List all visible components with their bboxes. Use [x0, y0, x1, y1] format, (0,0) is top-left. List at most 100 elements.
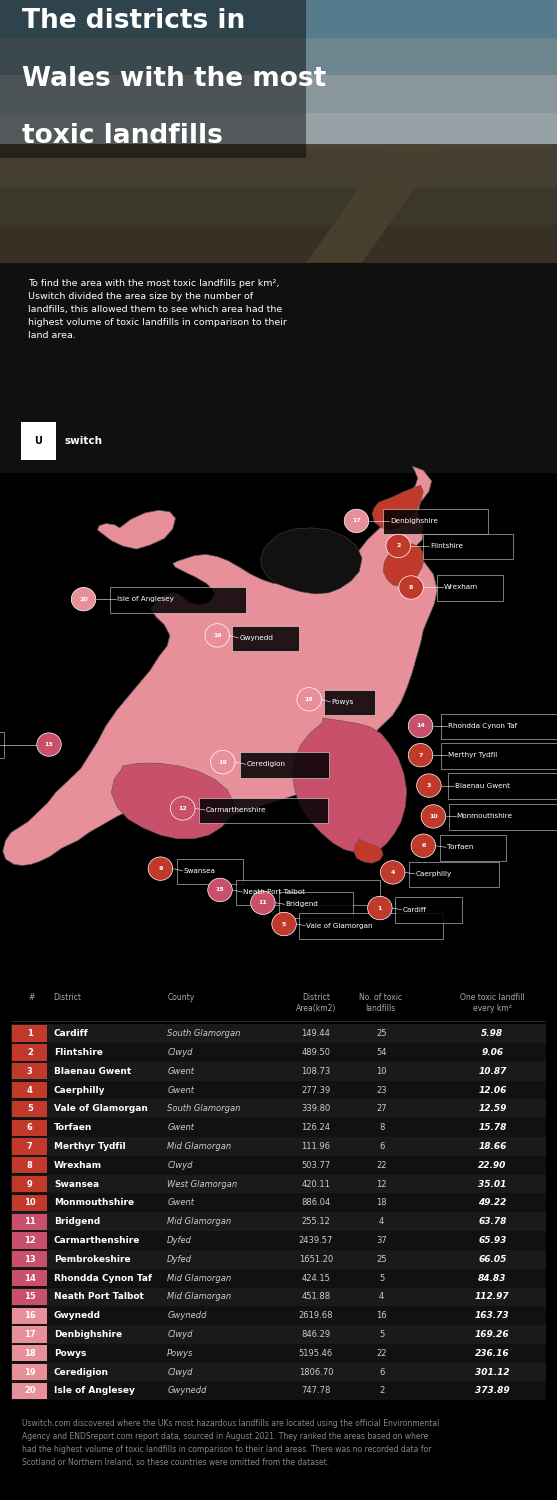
Text: Carmarthenshire: Carmarthenshire	[54, 1236, 140, 1245]
Bar	[11, 1269, 546, 1287]
Circle shape	[71, 588, 96, 610]
FancyBboxPatch shape	[409, 861, 499, 888]
Text: 5.98: 5.98	[481, 1029, 504, 1038]
FancyBboxPatch shape	[441, 742, 557, 768]
FancyBboxPatch shape	[437, 574, 503, 602]
Bar	[12, 1346, 47, 1362]
Text: Vale of Glamorgan: Vale of Glamorgan	[306, 922, 373, 928]
Text: 63.78: 63.78	[478, 1216, 506, 1225]
Text: 16: 16	[24, 1311, 36, 1320]
Bar	[11, 1062, 546, 1080]
Text: 12: 12	[377, 1179, 387, 1188]
Text: Isle of Anglesey: Isle of Anglesey	[117, 596, 174, 602]
Text: 20: 20	[24, 1386, 36, 1395]
Circle shape	[297, 687, 321, 711]
Bar	[11, 1324, 546, 1344]
Text: No. of toxic
landfills: No. of toxic landfills	[359, 993, 402, 1012]
Text: Neath Port Talbot: Neath Port Talbot	[54, 1293, 144, 1302]
Text: Torfaen: Torfaen	[54, 1124, 92, 1132]
Text: 1: 1	[27, 1029, 33, 1038]
Text: 18.66: 18.66	[478, 1142, 506, 1150]
Text: 8: 8	[379, 1124, 384, 1132]
Circle shape	[380, 861, 405, 883]
Bar	[11, 1382, 546, 1401]
Circle shape	[344, 509, 369, 532]
Polygon shape	[372, 484, 423, 530]
Text: Dyfed: Dyfed	[167, 1236, 192, 1245]
Bar	[11, 1119, 546, 1137]
Polygon shape	[97, 510, 175, 549]
Text: 9.06: 9.06	[481, 1048, 504, 1058]
Bar	[12, 1138, 47, 1155]
Text: Flintshire: Flintshire	[54, 1048, 103, 1058]
Text: Neath Port Talbot: Neath Port Talbot	[243, 890, 305, 896]
FancyBboxPatch shape	[383, 509, 488, 534]
Text: 1651.20: 1651.20	[299, 1256, 333, 1264]
Text: 18: 18	[305, 698, 314, 702]
Text: 503.77: 503.77	[301, 1161, 330, 1170]
Circle shape	[408, 714, 433, 738]
Text: 17: 17	[24, 1330, 36, 1340]
Text: 37: 37	[377, 1236, 387, 1245]
Text: Gwent: Gwent	[167, 1124, 194, 1132]
Text: Carmarthenshire: Carmarthenshire	[206, 807, 267, 813]
Text: Bridgend: Bridgend	[286, 902, 319, 908]
Text: 126.24: 126.24	[301, 1124, 330, 1132]
Bar	[0, 0, 306, 158]
Text: 12: 12	[178, 806, 187, 812]
Text: 12: 12	[24, 1236, 36, 1245]
Bar	[11, 1344, 546, 1364]
Text: 25: 25	[377, 1029, 387, 1038]
Text: 15: 15	[216, 888, 224, 892]
Circle shape	[272, 912, 296, 936]
Bar	[12, 1270, 47, 1287]
Text: 12.06: 12.06	[478, 1086, 506, 1095]
Text: 27: 27	[377, 1104, 387, 1113]
Polygon shape	[306, 144, 446, 262]
Polygon shape	[261, 528, 362, 594]
Text: Swansea: Swansea	[184, 868, 216, 874]
Text: 5: 5	[282, 921, 286, 927]
Text: 420.11: 420.11	[301, 1179, 330, 1188]
Text: 2: 2	[27, 1048, 33, 1058]
Text: 111.96: 111.96	[301, 1142, 330, 1150]
Text: Powys: Powys	[331, 699, 354, 705]
Text: Clwyd: Clwyd	[167, 1161, 193, 1170]
FancyBboxPatch shape	[449, 804, 557, 830]
FancyBboxPatch shape	[299, 914, 443, 939]
Text: Wales with the most: Wales with the most	[22, 66, 326, 92]
Text: Uswitch.com discovered where the UKs most hazardous landfills are located using : Uswitch.com discovered where the UKs mos…	[22, 1419, 439, 1467]
Text: Cardiff: Cardiff	[403, 906, 427, 912]
FancyBboxPatch shape	[395, 897, 462, 922]
Text: 16: 16	[377, 1311, 387, 1320]
Text: One toxic landfill
every km²: One toxic landfill every km²	[460, 993, 525, 1012]
Text: 451.88: 451.88	[301, 1293, 330, 1302]
FancyBboxPatch shape	[236, 880, 380, 906]
Text: Mid Glamorgan: Mid Glamorgan	[167, 1293, 231, 1302]
Text: Monmouthshire: Monmouthshire	[54, 1198, 134, 1208]
Text: Gwent: Gwent	[167, 1066, 194, 1076]
Text: 14: 14	[416, 723, 425, 729]
Text: Monmouthshire: Monmouthshire	[457, 813, 513, 819]
Bar	[11, 1080, 546, 1100]
Bar	[11, 1100, 546, 1119]
Circle shape	[148, 856, 173, 880]
Text: 339.80: 339.80	[301, 1104, 330, 1113]
Bar	[12, 1364, 47, 1380]
Text: 4: 4	[27, 1086, 33, 1095]
Circle shape	[408, 744, 433, 766]
Bar	[0, 144, 557, 262]
Text: Caerphilly: Caerphilly	[54, 1086, 105, 1095]
Circle shape	[417, 774, 441, 798]
Text: 301.12: 301.12	[475, 1368, 510, 1377]
FancyBboxPatch shape	[324, 690, 375, 715]
Bar	[11, 1042, 546, 1062]
Text: Ceredigion: Ceredigion	[247, 762, 286, 768]
Text: 8: 8	[409, 585, 413, 590]
Text: 15.78: 15.78	[478, 1124, 506, 1132]
FancyBboxPatch shape	[0, 732, 4, 758]
Bar	[11, 1250, 546, 1269]
Bar	[12, 1233, 47, 1248]
Bar	[0, 150, 557, 188]
Text: 1: 1	[378, 906, 382, 910]
